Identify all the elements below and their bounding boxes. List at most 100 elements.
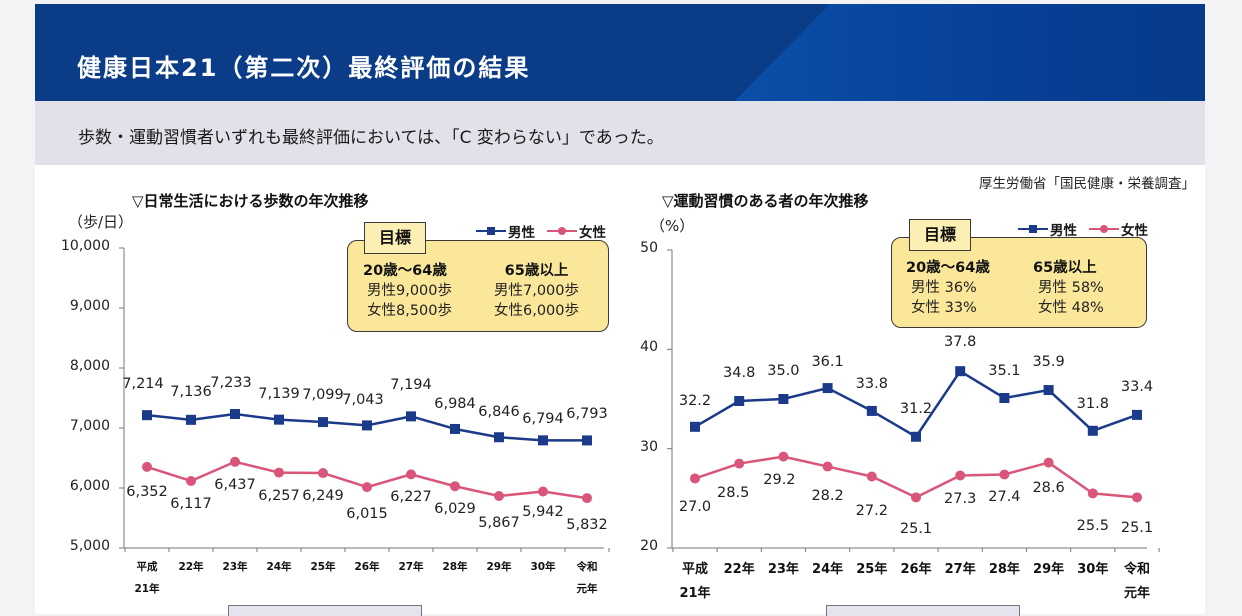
legend-male-label: 男性 bbox=[508, 225, 535, 241]
chart-title: ▽日常生活における歩数の年次推移 bbox=[132, 192, 369, 210]
x-tick-label-line: 21年 bbox=[134, 583, 160, 595]
y-tick-label: 6,000 bbox=[69, 478, 110, 494]
male-data-point bbox=[362, 420, 372, 431]
male-data-point bbox=[955, 366, 966, 377]
y-axis-unit: （%） bbox=[650, 217, 695, 235]
x-tick-label: 平成 21年 bbox=[125, 556, 169, 600]
female-data-label: 6,437 bbox=[214, 476, 256, 493]
x-tick-label-line: 令和 bbox=[576, 561, 598, 573]
male-data-point bbox=[274, 414, 284, 425]
female-data-point bbox=[955, 470, 966, 481]
x-tick-label-line: 26年 bbox=[900, 562, 932, 577]
male-data-point bbox=[999, 393, 1010, 404]
x-tick-label-line: 22年 bbox=[178, 561, 204, 573]
goal-young-header: 20歳～64歳 bbox=[906, 260, 990, 276]
male-data-label: 31.2 bbox=[899, 400, 933, 417]
male-data-label: 36.1 bbox=[811, 354, 844, 371]
x-tick-label: 24年 bbox=[806, 558, 850, 582]
goal-tab: 目標 bbox=[909, 219, 971, 251]
female-data-point bbox=[1087, 488, 1098, 499]
legend: 男性 女性 bbox=[1018, 219, 1156, 239]
male-data-point bbox=[1043, 385, 1054, 396]
x-tick-label-line: 24年 bbox=[812, 562, 844, 577]
male-data-point bbox=[318, 417, 328, 428]
goal-young-column: 20歳～64歳 男性9,000歩 女性8,500歩 bbox=[363, 261, 452, 321]
x-tick-label: 27年 bbox=[938, 558, 982, 582]
female-data-point bbox=[734, 458, 745, 469]
male-data-label: 7,043 bbox=[342, 392, 384, 409]
male-data-label: 31.8 bbox=[1076, 395, 1109, 412]
male-data-label: 35.9 bbox=[1032, 354, 1065, 371]
female-data-label: 6,257 bbox=[258, 487, 300, 504]
x-tick-label: 23年 bbox=[213, 556, 257, 578]
y-axis-unit: （歩/日） bbox=[68, 213, 134, 231]
legend-item-male: 男性 bbox=[476, 221, 535, 241]
female-data-point bbox=[911, 492, 921, 503]
female-data-point bbox=[822, 461, 833, 472]
x-tick-label: 22年 bbox=[717, 558, 761, 582]
male-data-point bbox=[142, 410, 152, 421]
male-data-point bbox=[186, 414, 196, 425]
male-data-label: 7,214 bbox=[122, 376, 164, 393]
female-data-label: 27.2 bbox=[855, 503, 888, 520]
female-data-point bbox=[230, 456, 240, 467]
x-tick-label: 25年 bbox=[301, 556, 345, 578]
legend-female-label: 女性 bbox=[579, 225, 606, 241]
goal-old-column: 65歳以上 男性 58% 女性 48% bbox=[1033, 258, 1104, 318]
goal-old-male: 男性 58% bbox=[1038, 280, 1104, 296]
x-tick-label: 25年 bbox=[850, 558, 894, 582]
female-data-label: 5,942 bbox=[522, 504, 564, 521]
female-data-point bbox=[999, 469, 1010, 480]
x-tick-label: 23年 bbox=[761, 558, 805, 582]
male-data-point bbox=[778, 394, 789, 404]
male-data-label: 7,139 bbox=[258, 385, 300, 402]
partial-box-bottom-right bbox=[826, 605, 1020, 616]
y-tick-label: 8,000 bbox=[69, 358, 110, 374]
female-data-label: 25.1 bbox=[1120, 520, 1154, 537]
goal-old-female: 女性6,000歩 bbox=[494, 303, 580, 319]
female-data-point bbox=[582, 493, 592, 504]
male-data-point bbox=[911, 431, 921, 442]
male-data-point bbox=[538, 435, 548, 446]
male-data-point bbox=[1087, 425, 1098, 436]
male-data-point bbox=[230, 409, 240, 420]
x-tick-label-line: 29年 bbox=[486, 561, 512, 573]
female-data-point bbox=[318, 468, 328, 479]
male-data-point bbox=[450, 423, 460, 434]
female-data-point bbox=[186, 475, 196, 486]
x-tick-label: 令和 元年 bbox=[1115, 558, 1159, 606]
goal-young-female: 女性 33% bbox=[911, 300, 977, 316]
female-data-point bbox=[1132, 492, 1142, 503]
female-data-label: 5,832 bbox=[566, 517, 608, 534]
legend-item-male: 男性 bbox=[1018, 219, 1077, 239]
goal-old-header: 65歳以上 bbox=[504, 263, 569, 279]
male-data-label: 7,136 bbox=[170, 383, 212, 400]
goal-young-male: 男性9,000歩 bbox=[367, 283, 453, 299]
x-tick-label: 29年 bbox=[1027, 558, 1071, 582]
x-tick-label: 令和 元年 bbox=[565, 556, 609, 600]
female-data-label: 6,015 bbox=[346, 506, 388, 523]
x-tick-label: 29年 bbox=[477, 556, 521, 578]
x-tick-label-line: 元年 bbox=[576, 583, 598, 595]
legend-male-marker-icon bbox=[1018, 225, 1048, 233]
goal-old-header: 65歳以上 bbox=[1033, 260, 1097, 276]
partial-box-bottom-left bbox=[228, 605, 422, 616]
x-tick-label-line: 27年 bbox=[944, 562, 976, 577]
legend-female-marker-icon bbox=[547, 227, 577, 235]
goal-old-male: 男性7,000歩 bbox=[494, 283, 580, 299]
y-tick-label: 20 bbox=[640, 538, 658, 554]
goal-young-column: 20歳～64歳 男性 36% 女性 33% bbox=[906, 258, 990, 318]
x-tick-label-line: 令和 bbox=[1123, 562, 1150, 577]
y-tick-label: 9,000 bbox=[69, 298, 110, 314]
female-data-label: 6,249 bbox=[302, 488, 344, 505]
male-data-point bbox=[866, 405, 877, 416]
male-data-point bbox=[1132, 409, 1142, 420]
x-tick-label-line: 30年 bbox=[530, 561, 556, 573]
female-data-point bbox=[538, 486, 548, 497]
male-data-label: 37.8 bbox=[944, 334, 977, 351]
male-data-label: 6,846 bbox=[478, 404, 520, 421]
x-tick-label-line: 23年 bbox=[222, 561, 248, 573]
goal-young-female: 女性8,500歩 bbox=[367, 303, 453, 319]
